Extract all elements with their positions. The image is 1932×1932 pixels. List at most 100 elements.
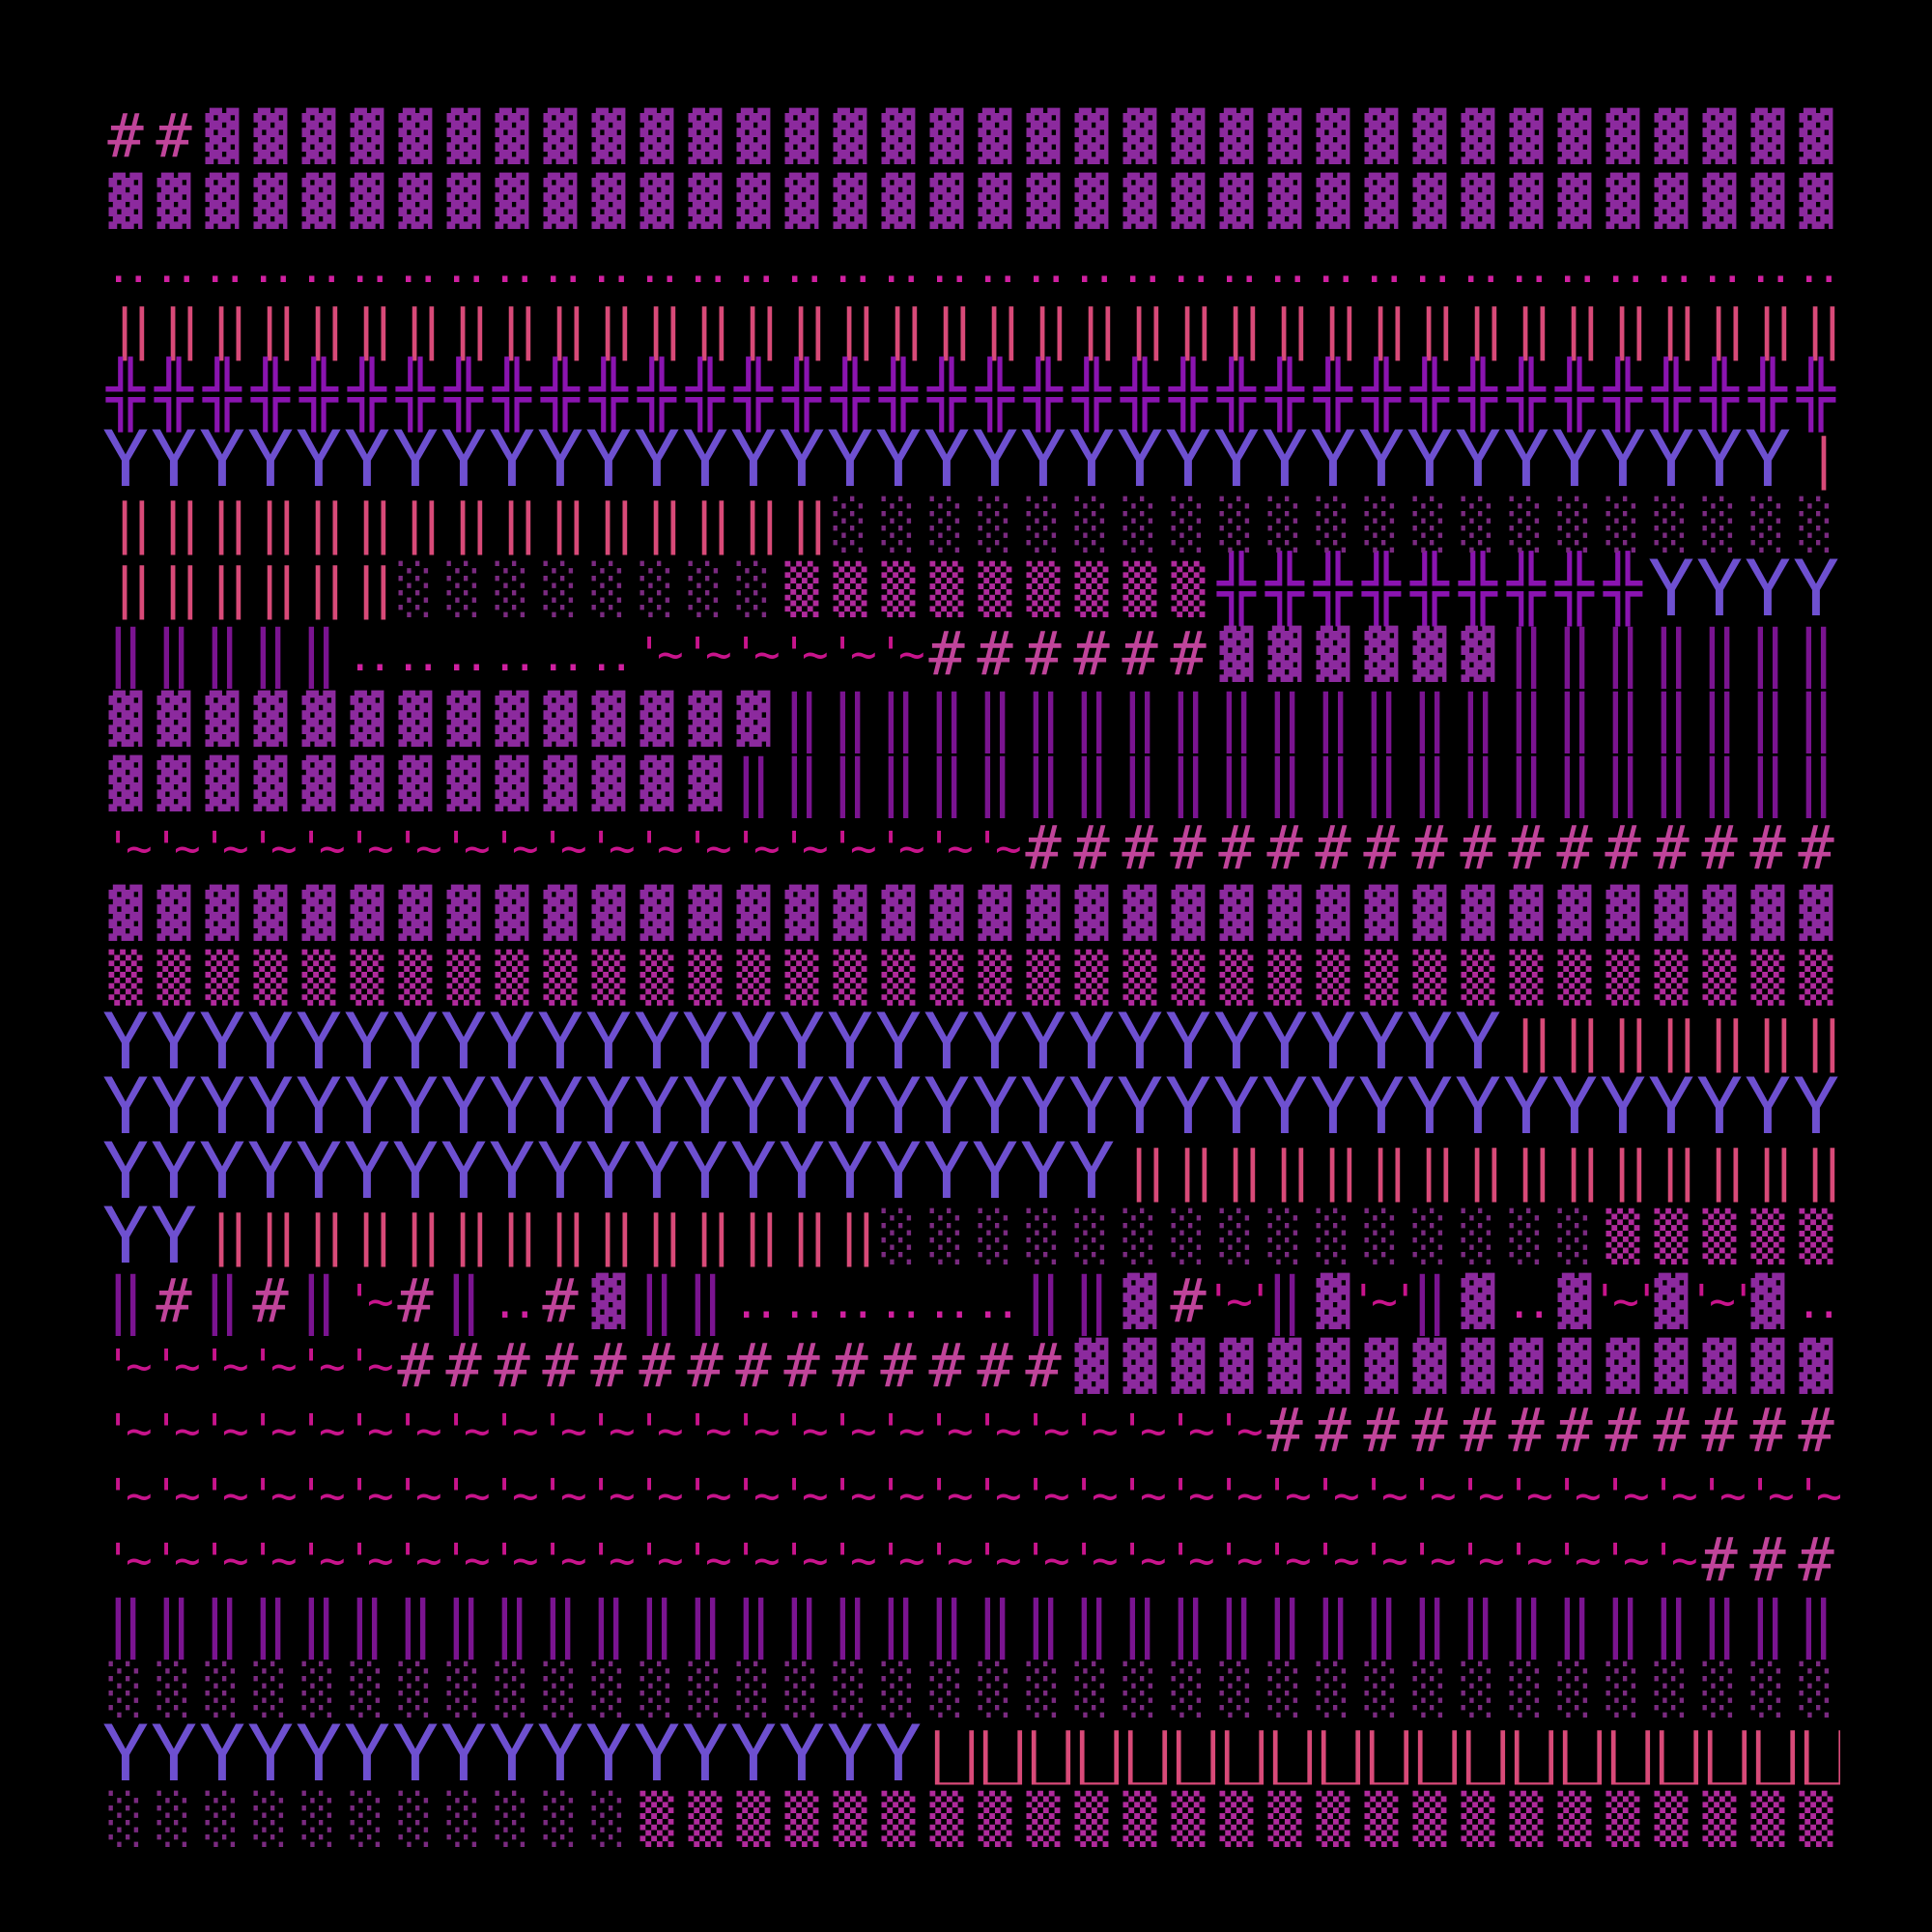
light-shade-glyph: ░ <box>591 560 626 617</box>
dark-shade-glyph: ▓ <box>446 690 481 747</box>
medium-shade-glyph: ▒ <box>156 949 191 1006</box>
light-shade-glyph: ░ <box>1316 1661 1350 1718</box>
tilde-glyph: '~ <box>346 821 393 874</box>
tilde-glyph: '~ <box>781 627 828 680</box>
y-glyph: Y <box>874 996 923 1087</box>
dark-shade-glyph: ▓ <box>253 172 288 229</box>
medium-shade-glyph: ▒ <box>1654 1790 1689 1847</box>
y-glyph: Y <box>440 413 488 504</box>
glyph-row: || || || || || || || || || || || || || || || ░ ░ ░ ░ ░ ░ ░ ░ ░ ░… <box>101 492 1840 556</box>
dots-glyph: .. <box>198 95 248 103</box>
pipe-glyph: || <box>301 492 351 555</box>
dark-shade-glyph: ▓ <box>1316 1337 1350 1394</box>
dark-shade-glyph: ▓ <box>1171 884 1206 941</box>
y-glyph: Y <box>1502 413 1550 504</box>
dots-glyph: .. <box>633 95 683 103</box>
dots-glyph: .. <box>878 243 924 293</box>
tilde-glyph: '~ <box>877 1533 924 1586</box>
pipe-glyph: || <box>301 556 351 620</box>
double-cross-glyph: ╬ <box>1652 356 1690 432</box>
dark-shade-glyph: ▓ <box>301 107 336 164</box>
double-bar-glyph: ‖ <box>1217 747 1256 819</box>
floor-pipe-glyph: |_| <box>1790 1721 1840 1785</box>
pipe-glyph: || <box>833 298 882 361</box>
y-glyph: Y <box>1019 1061 1067 1151</box>
light-shade-glyph: ░ <box>446 1661 481 1718</box>
medium-shade-glyph: ▒ <box>1171 1790 1206 1847</box>
tilde-glyph: '~ <box>1119 1533 1166 1586</box>
hash-glyph: # <box>1411 811 1448 883</box>
floor-pipe-glyph: |_| <box>1210 1721 1277 1785</box>
medium-shade-glyph: ▒ <box>978 949 1012 1006</box>
double-cross-glyph: ╬ <box>348 356 386 432</box>
dark-shade-glyph: ▓ <box>205 107 240 164</box>
dark-shade-glyph: ▓ <box>1654 172 1689 229</box>
dark-shade-glyph: ▓ <box>543 172 578 229</box>
medium-shade-glyph: ▒ <box>253 949 288 1006</box>
double-bar-glyph: ‖ <box>1121 747 1159 819</box>
dark-shade-glyph: ▓ <box>253 754 288 811</box>
light-shade-glyph: ░ <box>591 1790 626 1847</box>
double-cross-glyph: ╬ <box>155 356 193 432</box>
medium-shade-glyph: ▒ <box>881 560 916 617</box>
pipe-glyph: || <box>156 298 206 361</box>
dots-glyph: .. <box>298 243 345 293</box>
dark-shade-glyph: ▓ <box>1654 1337 1689 1394</box>
y-glyph: Y <box>971 996 1019 1087</box>
pipe-glyph: || <box>1412 1139 1462 1203</box>
dark-shade-glyph: ▓ <box>495 690 529 747</box>
dark-shade-glyph: ▓ <box>301 884 336 941</box>
double-bar-glyph: ‖ <box>782 747 821 819</box>
tilde-glyph: '~ <box>346 1274 393 1327</box>
dark-shade-glyph: ▓ <box>446 172 481 229</box>
light-shade-glyph: ░ <box>1654 1661 1689 1718</box>
dots-glyph: .. <box>1409 243 1456 293</box>
light-shade-glyph: ░ <box>833 496 867 553</box>
y-glyph: Y <box>150 996 198 1087</box>
double-bar-glyph: ‖ <box>493 1588 531 1661</box>
double-cross-glyph: ╬ <box>1314 551 1352 626</box>
tilde-glyph: '~ <box>974 1533 1021 1586</box>
tilde-glyph: '~ <box>1264 1533 1311 1586</box>
tilde-glyph: '~ <box>636 1533 683 1586</box>
double-bar-glyph: ‖ <box>976 747 1014 819</box>
medium-shade-glyph: ▒ <box>784 1790 819 1847</box>
dots-glyph: .. <box>492 1279 538 1328</box>
light-shade-glyph: ░ <box>1074 1208 1109 1264</box>
pipe-glyph: || <box>736 1204 785 1267</box>
y-glyph: Y <box>826 1708 874 1799</box>
floor-pipe-glyph: |_| <box>1693 1721 1760 1785</box>
tilde-glyph: '~ <box>491 821 538 874</box>
medium-shade-glyph: ▒ <box>301 949 336 1006</box>
dark-shade-glyph: ▓ <box>1750 1337 1785 1394</box>
dark-shade-glyph: ▓ <box>398 884 433 941</box>
dark-shade-glyph: ▓ <box>1605 172 1640 229</box>
dark-shade-glyph: ▓ <box>688 690 723 747</box>
dark-shade-glyph: ▓ <box>591 884 626 941</box>
hash-glyph: # <box>1556 811 1593 883</box>
medium-shade-glyph: ▒ <box>1074 560 1109 617</box>
floor-pipe-glyph: |_| <box>1307 1721 1374 1785</box>
y-glyph: Y <box>1744 1061 1792 1151</box>
y-glyph: Y <box>1019 996 1067 1087</box>
pipe-glyph: || <box>1026 298 1075 361</box>
dark-shade-glyph: ▓ <box>1461 172 1495 229</box>
y-glyph: Y <box>1647 413 1695 504</box>
double-bar-glyph: ‖ <box>1748 617 1787 690</box>
light-shade-glyph: ░ <box>1509 496 1544 553</box>
double-cross-glyph: ╬ <box>879 356 918 432</box>
pipe-glyph: || <box>1509 298 1558 361</box>
double-cross-glyph: ╬ <box>1555 356 1594 432</box>
y-glyph: Y <box>1212 413 1261 504</box>
double-cross-glyph: ╬ <box>1362 551 1401 626</box>
tilde-glyph: '~ <box>104 1339 152 1392</box>
dark-shade-glyph: ▓ <box>1074 107 1109 164</box>
tilde-glyph: '~ <box>1167 1533 1214 1586</box>
tilde-glyph: '~ <box>1119 1404 1166 1457</box>
hash-glyph: # <box>639 1329 675 1401</box>
double-bar-glyph: ‖ <box>1555 747 1594 819</box>
hash-glyph: # <box>1653 1394 1690 1465</box>
y-glyph: Y <box>1261 413 1309 504</box>
y-glyph: Y <box>246 1125 295 1216</box>
y-glyph: Y <box>681 1125 729 1216</box>
